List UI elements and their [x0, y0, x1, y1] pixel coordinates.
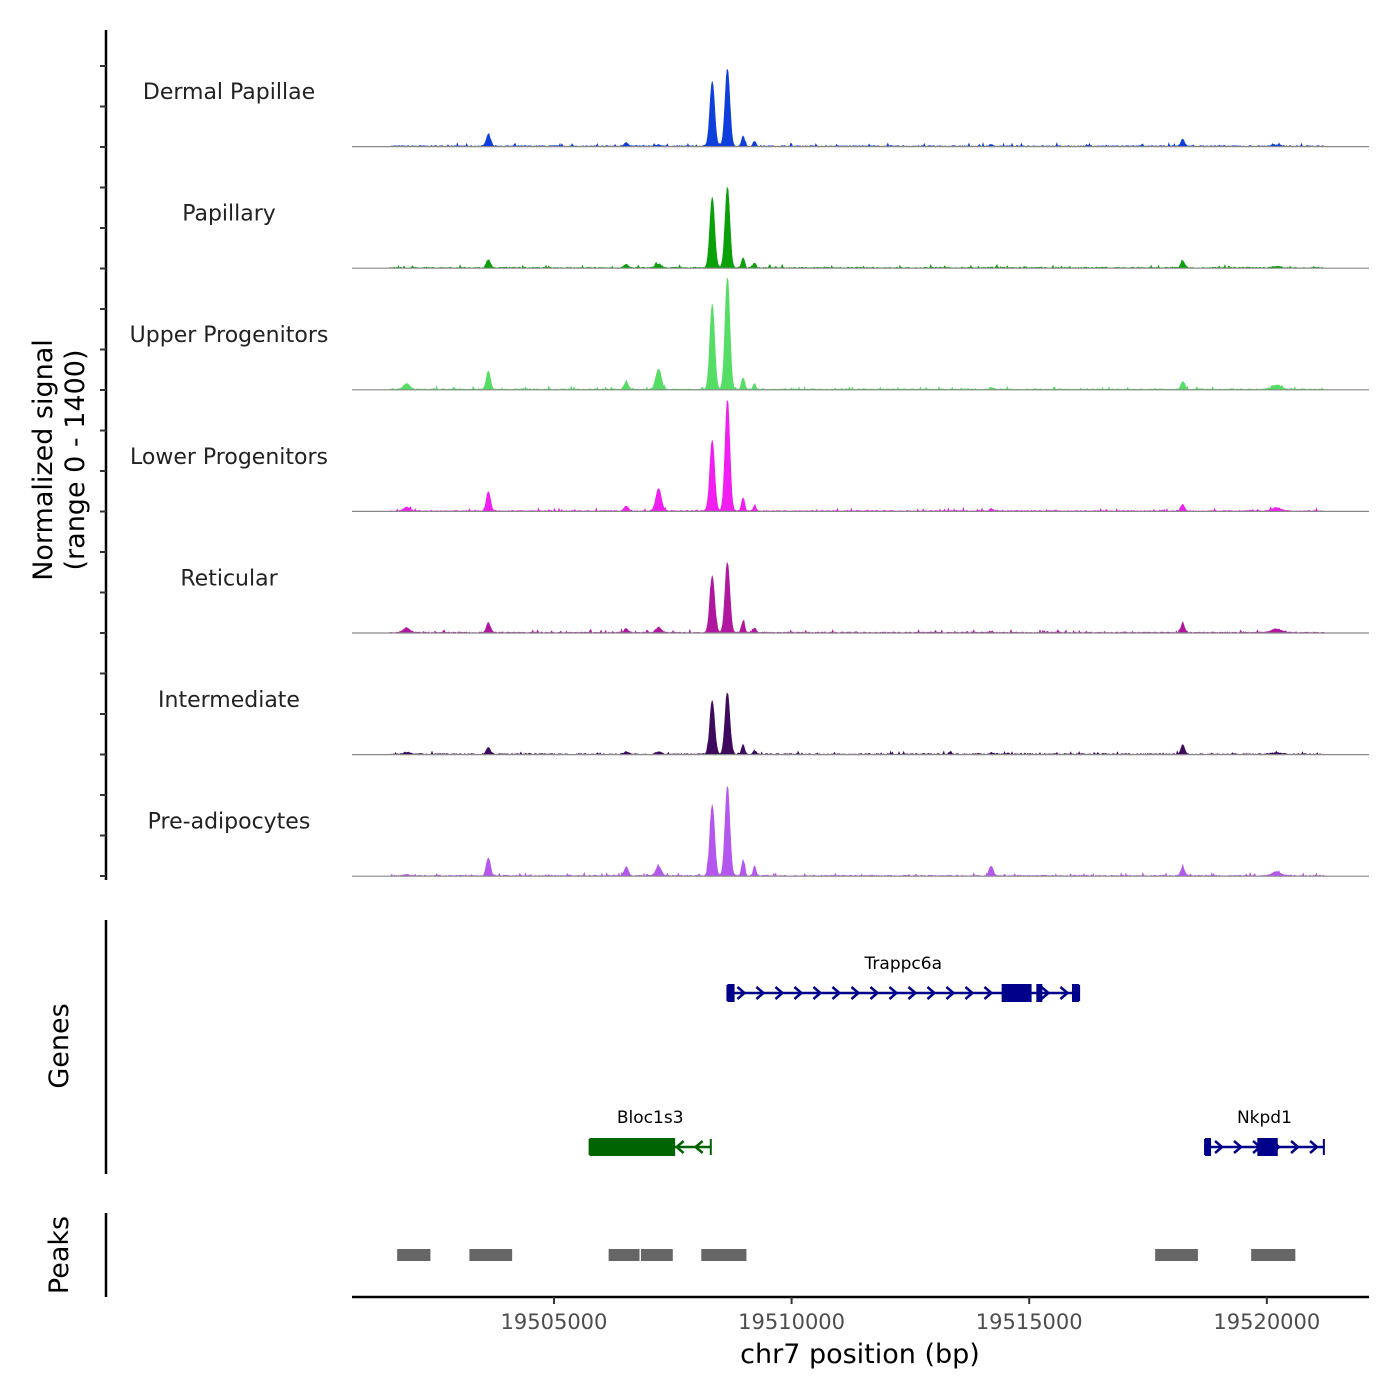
peak-region [469, 1249, 513, 1261]
strand-arrow [755, 986, 766, 1000]
coverage-area [389, 786, 1325, 877]
coverage-y-axis-title-line-1: Normalized signal [28, 339, 59, 581]
coverage-area [389, 277, 1325, 391]
track-label: Lower Progenitors [130, 445, 328, 470]
peaks-panel [104, 1213, 1296, 1297]
gene-exon [1205, 1138, 1212, 1156]
track-label: Dermal Papillae [143, 80, 315, 105]
gene-model: Trappc6a [726, 954, 1081, 1002]
coverage-track: Dermal Papillae [143, 68, 1369, 148]
coverage-panel: Dermal Papillae Papillary Upper Progenitor… [100, 30, 1369, 880]
genes-y-axis-title: Genes [44, 1003, 75, 1088]
coverage-track: Intermediate [158, 688, 1369, 756]
peak-region [397, 1249, 431, 1261]
strand-arrow [1309, 1140, 1319, 1154]
strand-arrow [812, 986, 823, 1000]
coverage-area [389, 400, 1325, 512]
gene-model: Bloc1s3 [588, 1108, 712, 1156]
gene-label: Bloc1s3 [617, 1108, 684, 1128]
strand-arrow [693, 1140, 704, 1154]
strand-arrow [831, 986, 842, 1000]
coverage-track: Lower Progenitors [130, 400, 1369, 512]
gene-model: Nkpd1 [1204, 1108, 1325, 1156]
gene-exon [1071, 984, 1080, 1002]
strand-arrow [964, 986, 975, 1000]
strand-arrow [926, 986, 937, 1000]
x-tick-label: 19520000 [1213, 1310, 1320, 1334]
strand-arrow [869, 986, 880, 1000]
track-label: Upper Progenitors [130, 323, 329, 348]
gene-exon [1001, 984, 1032, 1002]
x-tick-label: 19505000 [501, 1310, 608, 1334]
strand-arrow [1290, 1140, 1300, 1154]
coverage-y-axis-title-line-2: (range 0 - 1400) [60, 350, 91, 571]
gene-exon [1257, 1138, 1278, 1156]
strand-arrow [850, 986, 861, 1000]
x-axis-title: chr7 position (bp) [740, 1339, 980, 1370]
x-tick-label: 19515000 [976, 1310, 1083, 1334]
peaks-y-axis-title: Peaks [44, 1216, 75, 1294]
strand-arrow [674, 1140, 685, 1154]
coverage-area [389, 68, 1325, 148]
gene-label: Trappc6a [864, 954, 942, 974]
strand-arrow [983, 986, 994, 1000]
strand-arrow [774, 986, 785, 1000]
strand-arrow [736, 986, 747, 1000]
track-label: Papillary [182, 202, 276, 227]
genes-panel: Trappc6a Bloc1s3 Nkpd1 [104, 920, 1325, 1174]
strand-arrow [1233, 1140, 1243, 1154]
coverage-area [389, 692, 1325, 756]
strand-arrow [793, 986, 804, 1000]
track-label: Reticular [180, 566, 278, 591]
coverage-track: Pre-adipocytes [148, 786, 1369, 877]
strand-arrow [1040, 986, 1051, 1000]
coverage-track: Papillary [182, 187, 1369, 269]
x-tick-label: 19510000 [738, 1310, 845, 1334]
x-axis: 19505000 19510000 19515000 19520000 [352, 1295, 1369, 1334]
gene-exon [727, 984, 735, 1002]
track-label: Intermediate [158, 688, 300, 713]
track-label: Pre-adipocytes [148, 810, 311, 835]
gene-label: Nkpd1 [1237, 1108, 1292, 1128]
gene-exon [1036, 984, 1043, 1002]
strand-arrow [888, 986, 899, 1000]
coverage-track: Upper Progenitors [130, 277, 1369, 391]
strand-arrow [907, 986, 918, 1000]
coverage-area [389, 187, 1325, 269]
strand-arrow [1214, 1140, 1224, 1154]
strand-arrow [1059, 986, 1070, 1000]
peak-region [1155, 1249, 1198, 1261]
strand-arrow [945, 986, 956, 1000]
peak-region [701, 1249, 747, 1261]
peak-region [1251, 1249, 1296, 1261]
coverage-track: Reticular [180, 561, 1369, 634]
gene-exon [589, 1138, 676, 1156]
peak-region [640, 1249, 673, 1261]
peak-region [608, 1249, 640, 1261]
coverage-area [389, 561, 1325, 634]
